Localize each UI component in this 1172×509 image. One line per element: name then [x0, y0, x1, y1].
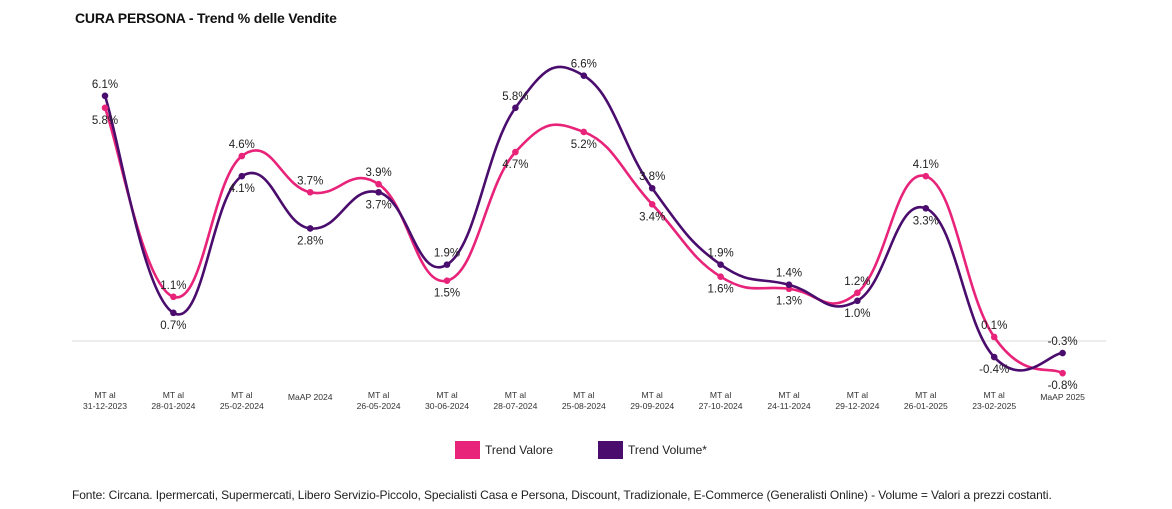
data-label: 4.1% [229, 183, 255, 195]
data-point [922, 172, 930, 180]
x-tick-label: MT al [847, 390, 868, 400]
x-tick-label: MT al [368, 390, 389, 400]
x-tick-label: 23-02-2025 [972, 401, 1016, 411]
source-footnote: Fonte: Circana. Ipermercati, Supermercat… [72, 488, 1052, 502]
chart-legend: Trend Valore Trend Volume* [0, 441, 1172, 461]
data-label: 4.6% [229, 139, 255, 151]
data-point [512, 148, 519, 156]
data-point [854, 289, 861, 297]
data-label: 0.1% [981, 320, 1007, 332]
data-point [238, 152, 246, 160]
data-point [922, 205, 930, 212]
data-label: 3.7% [365, 199, 391, 211]
data-point [512, 104, 519, 112]
data-point [990, 333, 998, 341]
data-point [717, 261, 724, 268]
data-label: 2.8% [297, 235, 323, 247]
x-tick-label: 28-07-2024 [493, 401, 537, 411]
x-tick-label: MT al [642, 390, 663, 400]
x-tick-label: MT al [710, 390, 731, 400]
legend-item-valore: Trend Valore [455, 441, 553, 459]
data-label: 0.7% [160, 320, 186, 332]
data-label: 3.9% [365, 167, 391, 179]
data-point [580, 128, 588, 136]
x-tick-label: MT al [163, 390, 184, 400]
data-label: 1.3% [776, 296, 802, 308]
data-label: 3.3% [913, 215, 939, 227]
data-label: 3.7% [297, 175, 323, 187]
x-tick-label: 24-11-2024 [767, 401, 811, 411]
x-tick-label: MT al [573, 390, 594, 400]
data-label: 1.4% [776, 268, 802, 280]
x-tick-label: 31-12-2023 [83, 401, 127, 411]
data-label: 1.2% [844, 276, 870, 288]
data-label: 3.4% [639, 211, 665, 223]
line-chart: 5.8% 1.1% 4.6% 3.7% 3.9% 1.5% 4.7% 5.2% 3.4% 1.6%… [72, 59, 1106, 411]
x-tick-label: MaAP 2025 [1040, 392, 1085, 402]
x-tick-label: 29-09-2024 [630, 401, 674, 411]
data-point [375, 188, 382, 196]
data-point [990, 353, 998, 361]
legend-item-volume: Trend Volume* [598, 441, 707, 459]
data-label: 1.0% [844, 308, 870, 320]
data-point [785, 281, 793, 289]
data-point [717, 273, 724, 280]
x-tick-label: 29-12-2024 [835, 401, 879, 411]
data-point [170, 309, 177, 317]
data-label: 5.8% [502, 91, 528, 103]
data-point [580, 72, 588, 79]
data-point [1059, 349, 1066, 357]
x-tick-label: MT al [94, 390, 115, 400]
data-label: -0.8% [1048, 380, 1078, 392]
legend-swatch-valore [455, 441, 480, 459]
data-label: 1.5% [434, 288, 460, 300]
data-point [238, 172, 246, 180]
legend-swatch-volume [598, 441, 623, 459]
data-label: 4.7% [502, 159, 528, 171]
data-point [306, 225, 314, 232]
x-tick-label: MaAP 2024 [288, 392, 333, 402]
legend-label-volume: Trend Volume* [628, 443, 707, 457]
data-label: 6.1% [92, 79, 118, 91]
data-label: 5.8% [92, 115, 118, 127]
data-point [1059, 369, 1066, 377]
data-point [443, 261, 451, 268]
x-tick-label: 25-08-2024 [562, 401, 606, 411]
data-point [443, 277, 451, 285]
x-tick-label: 25-02-2024 [220, 401, 264, 411]
data-point [101, 92, 109, 100]
series-line-1 [103, 65, 1064, 372]
x-tick-label: MT al [915, 390, 936, 400]
x-tick-label: 26-05-2024 [357, 401, 401, 411]
x-tick-label: MT al [231, 390, 252, 400]
data-label: 6.6% [571, 59, 597, 71]
data-label: -0.3% [1048, 336, 1078, 348]
chart-title: CURA PERSONA - Trend % delle Vendite [75, 10, 337, 26]
x-tick-label: MT al [778, 390, 799, 400]
data-label: -0.4% [979, 364, 1009, 376]
data-label: 4.1% [913, 159, 939, 171]
x-tick-label: 27-10-2024 [699, 401, 743, 411]
data-label: 1.6% [707, 284, 733, 296]
x-tick-label: MT al [436, 390, 457, 400]
data-label: 1.9% [707, 248, 733, 260]
data-point [854, 297, 861, 305]
data-label: 1.1% [160, 280, 186, 292]
data-point [648, 184, 656, 192]
data-label: 3.8% [639, 171, 665, 183]
data-point [170, 293, 177, 301]
x-tick-label: 26-01-2025 [904, 401, 948, 411]
x-tick-label: MT al [505, 390, 526, 400]
data-point [306, 188, 314, 196]
data-point [375, 180, 382, 188]
x-tick-label: 30-06-2024 [425, 401, 469, 411]
data-label: 1.9% [434, 248, 460, 260]
data-point [101, 104, 109, 112]
x-tick-label: MT al [984, 390, 1005, 400]
data-label: 5.2% [571, 139, 597, 151]
data-point [648, 201, 656, 208]
x-tick-label: 28-01-2024 [151, 401, 195, 411]
legend-label-valore: Trend Valore [485, 443, 554, 457]
